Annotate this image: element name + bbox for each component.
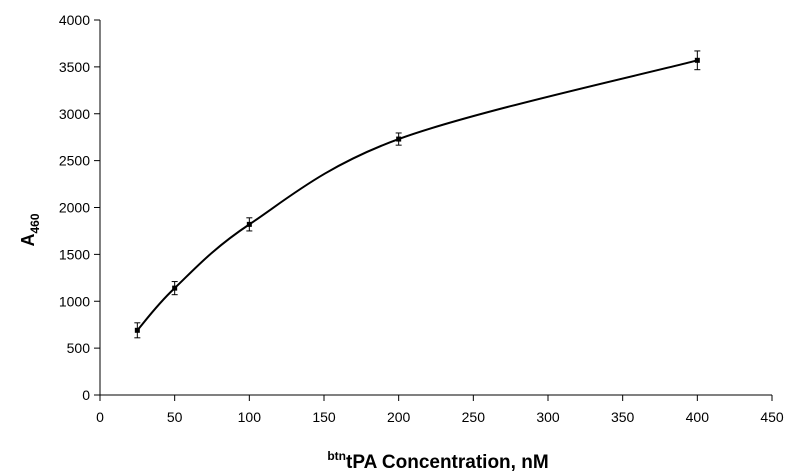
x-axis-ticks: 0 50 100 150 200 250 300 350 400 450 — [96, 395, 784, 425]
x-tick-label: 150 — [312, 409, 336, 425]
x-tick-label: 250 — [462, 409, 486, 425]
y-tick-label: 1000 — [59, 293, 90, 309]
data-point — [134, 327, 140, 333]
y-axis-title-main: A — [18, 234, 38, 247]
y-tick-label: 500 — [67, 340, 91, 356]
y-axis-title-subscript: 460 — [28, 213, 42, 233]
x-tick-label: 450 — [760, 409, 784, 425]
x-axis-title-main: tPA Concentration, nM — [346, 452, 549, 473]
y-axis-title: A460 — [18, 213, 42, 246]
y-tick-label: 1500 — [59, 246, 90, 262]
data-point — [694, 57, 700, 63]
data-point — [172, 285, 178, 291]
y-axis-ticks: 0 500 1000 1500 2000 2500 3000 3500 4000 — [59, 12, 100, 403]
x-tick-label: 0 — [96, 409, 104, 425]
data-point — [396, 136, 402, 142]
x-tick-label: 300 — [536, 409, 560, 425]
x-tick-label: 50 — [167, 409, 183, 425]
x-axis-title-superscript: btn — [327, 449, 346, 463]
y-tick-label: 2500 — [59, 153, 90, 169]
y-tick-label: 3500 — [59, 59, 90, 75]
y-tick-label: 2000 — [59, 200, 90, 216]
y-tick-label: 0 — [82, 387, 90, 403]
data-point — [246, 221, 252, 227]
y-tick-label: 4000 — [59, 12, 90, 28]
plot-layer — [134, 50, 701, 339]
x-tick-label: 400 — [686, 409, 710, 425]
x-tick-label: 350 — [611, 409, 635, 425]
y-tick-label: 3000 — [59, 106, 90, 122]
x-tick-label: 200 — [387, 409, 411, 425]
x-tick-label: 100 — [238, 409, 262, 425]
series-line — [136, 59, 698, 331]
x-axis-title: btntPA Concentration, nM — [327, 449, 548, 473]
